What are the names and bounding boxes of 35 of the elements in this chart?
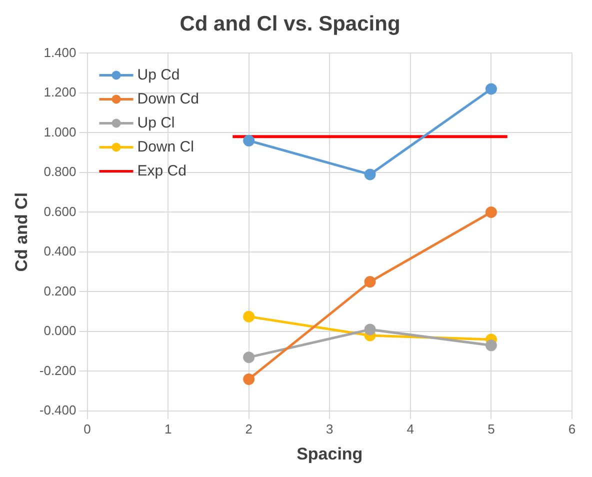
y-tick-label: -0.400 (39, 402, 76, 418)
point (364, 276, 376, 288)
x-tick-label: 5 (488, 421, 495, 436)
y-tick-label: 1.400 (44, 44, 76, 60)
point (243, 134, 255, 146)
x-tick-label: 1 (164, 421, 172, 436)
x-tick-label: 2 (245, 421, 252, 436)
point (485, 206, 497, 218)
point (364, 168, 376, 180)
y-tick-label: 0.200 (44, 283, 76, 298)
legend-label: Up Cl (137, 114, 175, 132)
legend-label: Down Cd (137, 90, 199, 108)
y-tick-label: 0.800 (44, 164, 76, 180)
x-tick-label: 6 (568, 421, 576, 436)
point (243, 310, 255, 322)
legend-label: Down Cl (137, 138, 194, 156)
x-tick-label: 3 (326, 421, 334, 436)
y-tick-label: 0.600 (44, 204, 76, 219)
y-tick-label: 1.200 (44, 84, 76, 100)
x-tick-label: 0 (84, 421, 91, 436)
y-tick-label: 0.400 (44, 244, 76, 259)
x-tick-label: 4 (406, 421, 414, 436)
point (485, 83, 497, 95)
legend-label: Up Cd (137, 66, 180, 84)
chart-title: Cd and Cl vs. Spacing (180, 12, 400, 36)
legend-label: Exp Cd (137, 162, 186, 180)
y-axis-title: Cd and Cl (12, 192, 31, 272)
y-tick-label: 1.000 (44, 124, 76, 140)
point (243, 373, 255, 385)
x-axis-title: Spacing (296, 444, 363, 464)
point (364, 324, 376, 336)
point (485, 340, 497, 352)
point (243, 352, 255, 364)
y-tick-label: 0.000 (44, 323, 76, 338)
y-tick-label: -0.200 (39, 362, 76, 378)
